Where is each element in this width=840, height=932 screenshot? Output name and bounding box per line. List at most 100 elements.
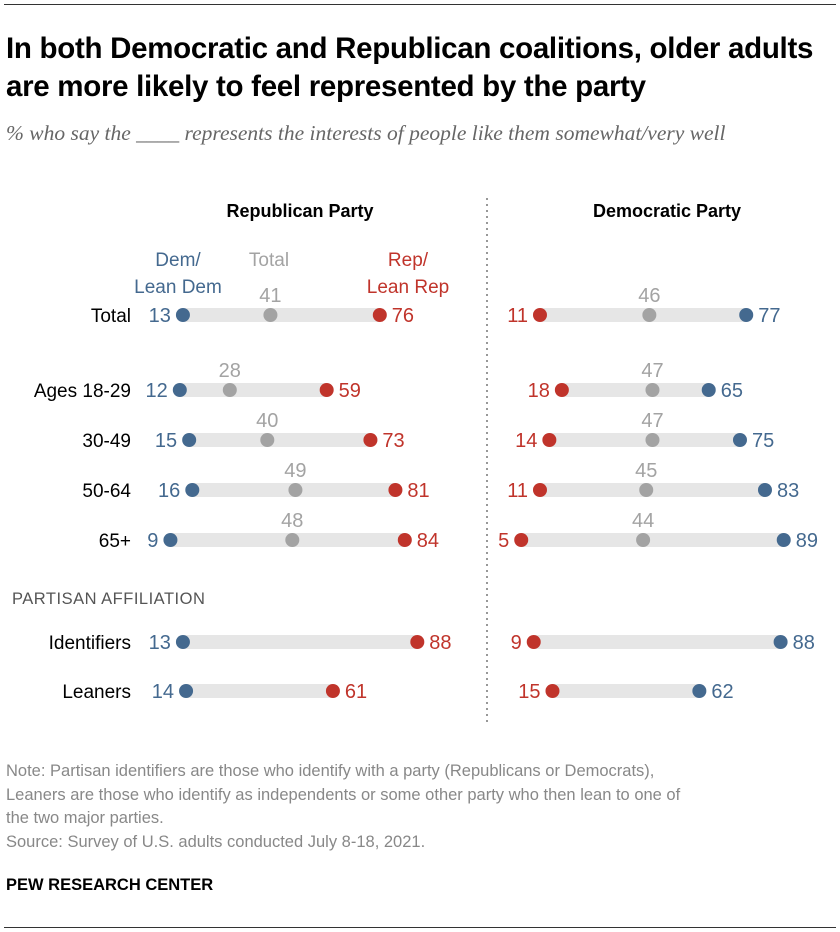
data-label: 84 [417, 530, 439, 552]
data-label: 48 [281, 510, 303, 532]
data-label: 88 [429, 632, 451, 654]
data-label: 45 [635, 460, 657, 482]
category-label: 30-49 [82, 431, 131, 452]
dot-dem [175, 308, 190, 322]
data-label: 83 [777, 480, 799, 502]
legend-label-line: Dem/ [155, 250, 201, 271]
dot-dem [776, 533, 791, 547]
range-bar [182, 635, 418, 649]
dot-total [260, 433, 275, 447]
dot-dem [701, 383, 716, 397]
data-label: 9 [147, 530, 158, 552]
dot-total [639, 483, 654, 497]
data-label: 5 [498, 530, 509, 552]
data-label: 81 [407, 480, 429, 502]
data-label: 28 [219, 360, 241, 382]
dot-total [285, 533, 300, 547]
section-label: PARTISAN AFFILIATION [12, 590, 205, 608]
legend-label-line: Total [249, 250, 289, 271]
category-label: Total [91, 306, 131, 327]
dot-rep [532, 308, 547, 322]
dot-rep [410, 635, 425, 649]
dot-rep [554, 383, 569, 397]
data-label: 46 [638, 285, 660, 307]
dot-dem [773, 635, 788, 649]
dot-rep [325, 684, 340, 698]
bottom-rule [4, 927, 836, 928]
top-rule [4, 4, 836, 5]
range-bar [186, 684, 333, 698]
data-label: 75 [752, 430, 774, 452]
data-label: 40 [256, 410, 278, 432]
legend-label-line: Rep/ [388, 250, 429, 271]
data-label: 14 [152, 681, 174, 703]
data-label: 15 [518, 681, 540, 703]
range-bar [533, 635, 781, 649]
data-label: 62 [711, 681, 733, 703]
data-label: 16 [158, 480, 180, 502]
data-label: 11 [507, 480, 528, 502]
note-line: Leaners are those who identify as indepe… [6, 785, 681, 804]
legend-label: Total [249, 250, 289, 271]
data-label: 88 [793, 632, 815, 654]
category-label: Leaners [62, 682, 131, 703]
range-bar [189, 433, 371, 447]
data-label: 77 [758, 305, 780, 327]
dot-rep [545, 684, 560, 698]
dot-rep [514, 533, 529, 547]
range-bar [549, 433, 740, 447]
data-label: 61 [345, 681, 367, 703]
chart-subtitle: % who say the ____ represents the intere… [6, 121, 726, 145]
dot-dem [179, 684, 194, 698]
brand-label: PEW RESEARCH CENTER [6, 876, 214, 894]
dot-dem [757, 483, 772, 497]
dot-rep [319, 383, 334, 397]
dot-rep [542, 433, 557, 447]
range-bar [182, 308, 380, 322]
dot-total [642, 308, 657, 322]
dot-dem [172, 383, 187, 397]
data-label: 59 [339, 380, 361, 402]
range-bar [561, 383, 709, 397]
category-label: Identifiers [49, 633, 131, 654]
data-label: 11 [507, 305, 528, 327]
legend-label-line: Lean Rep [367, 277, 449, 298]
range-bar [552, 684, 700, 698]
data-label: 47 [641, 360, 663, 382]
chart-title: In both Democratic and Republican coalit… [6, 32, 814, 103]
dot-rep [397, 533, 412, 547]
data-label: 15 [155, 430, 177, 452]
dot-total [645, 433, 660, 447]
dot-dem [163, 533, 178, 547]
data-label: 49 [284, 460, 306, 482]
source-line: Source: Survey of U.S. adults conducted … [6, 832, 426, 851]
dot-total [288, 483, 303, 497]
dot-rep [532, 483, 547, 497]
range-bar [179, 383, 327, 397]
dot-rep [388, 483, 403, 497]
legend-label: Rep/Lean Rep [367, 250, 449, 298]
data-label: 41 [259, 285, 281, 307]
legend-label-line: Lean Dem [134, 277, 222, 298]
legend-label: Dem/Lean Dem [134, 250, 222, 298]
data-label: 18 [528, 380, 550, 402]
dot-dem [182, 433, 197, 447]
panel-title: Republican Party [226, 201, 373, 221]
dot-dem [739, 308, 754, 322]
data-label: 12 [146, 380, 168, 402]
dot-total [645, 383, 660, 397]
category-label: Ages 18-29 [34, 381, 131, 402]
dot-dem [692, 684, 707, 698]
dot-dem [732, 433, 747, 447]
dot-chart: Total Ages 18-29 30-49 50-64 65+ Identifiers L… [12, 198, 818, 722]
dot-rep [526, 635, 541, 649]
data-label: 73 [382, 430, 404, 452]
note-line: the two major parties. [6, 809, 164, 827]
data-label: 47 [641, 410, 663, 432]
data-label: 76 [392, 305, 414, 327]
dot-rep [372, 308, 387, 322]
note-line: Note: Partisan identifiers are those who… [6, 762, 655, 780]
dot-total [222, 383, 237, 397]
data-label: 13 [149, 632, 171, 654]
